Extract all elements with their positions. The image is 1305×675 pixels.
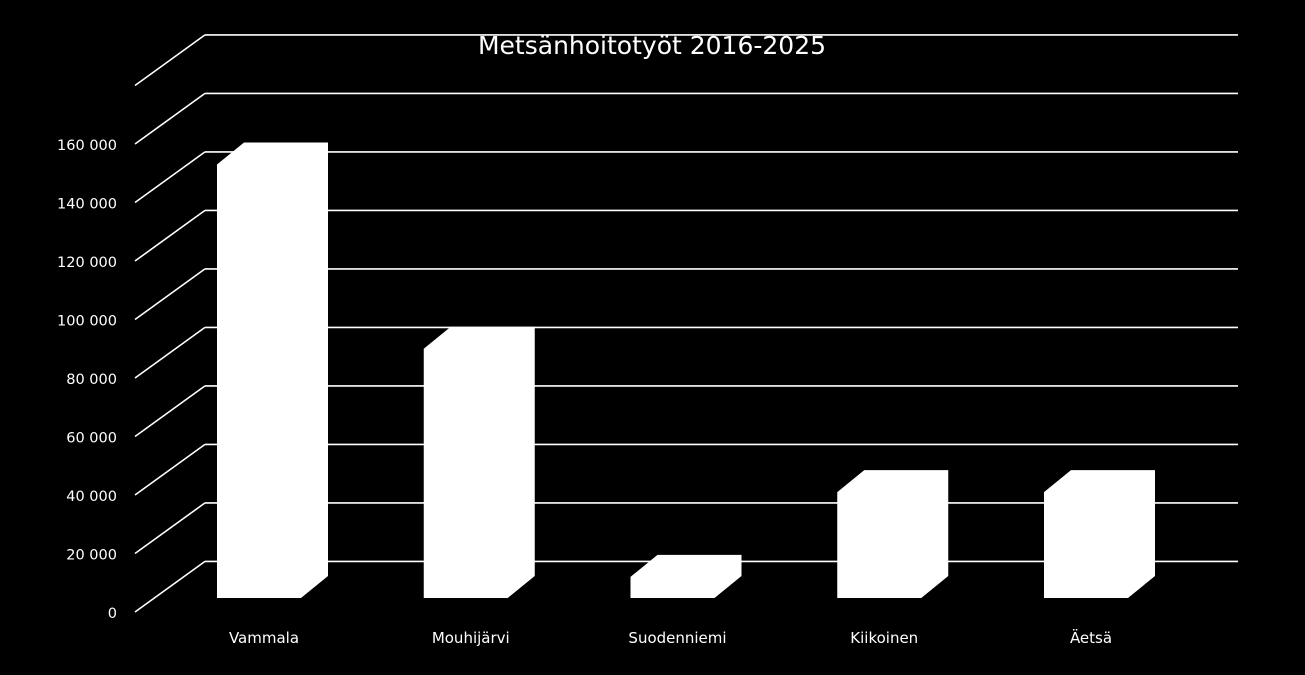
x-category-label: Mouhijärvi [432,629,510,647]
y-tick-label: 0 [108,606,117,622]
y-tick-label: 120 000 [57,255,117,271]
gridline [134,92,1238,145]
y-tick-label: 60 000 [66,431,117,447]
y-axis-ticks: 0 20 000 40 000 60 000 80 000 100 000 120 000 1… [57,138,117,622]
bar-mouhijärvi [423,326,535,598]
bars [217,142,1155,598]
x-category-label: Kiikoinen [850,629,918,647]
gridline [134,443,1238,496]
x-axis-categories: Vammala Mouhijärvi Suodenniemi Kiikoinen Äet… [229,628,1112,647]
y-tick-label: 80 000 [66,372,117,388]
y-tick-label: 140 000 [57,197,117,213]
chart-title: Metsänhoitotyöt 2016-2025 [478,31,826,60]
x-category-label: Vammala [229,629,299,647]
bar-kiikoinen [837,470,949,598]
gridline [134,326,1238,379]
bar-äetsä [1044,470,1155,598]
y-tick-label: 40 000 [66,489,117,505]
x-category-label: Äetsä [1070,628,1112,647]
y-tick-label: 20 000 [66,548,117,564]
y-tick-label: 160 000 [57,138,117,154]
x-category-label: Suodenniemi [628,629,726,647]
y-tick-label: 100 000 [57,314,117,330]
gridline [134,209,1238,262]
gridline [134,34,1238,87]
gridline [134,385,1238,438]
gridlines [134,34,1238,613]
bar-suodenniemi [630,554,742,598]
bar-vammala [217,142,328,598]
gridline [134,151,1238,204]
gridline [134,268,1238,321]
